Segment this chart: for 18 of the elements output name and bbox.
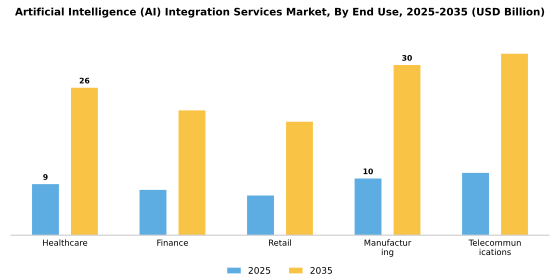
bar xyxy=(32,184,59,236)
chart-title: Artificial Intelligence (AI) Integration Services Market, By End Use, 2025-2035 (USD Billion) xyxy=(15,8,544,18)
bar xyxy=(354,178,382,236)
bar xyxy=(501,54,528,236)
legend-label: 2025 xyxy=(248,267,270,274)
legend-label: 2035 xyxy=(310,267,332,274)
x-tick-label: Telecommun ications xyxy=(468,239,521,256)
bar xyxy=(178,110,206,236)
bar xyxy=(394,65,420,236)
bar xyxy=(140,190,166,236)
x-tick-label: Retail xyxy=(269,239,291,246)
bar xyxy=(71,88,98,236)
bar xyxy=(286,122,313,236)
x-tick-label: Manufactur ing xyxy=(364,239,412,257)
x-tick-label: Healthcare xyxy=(43,239,88,246)
x-tick-label: Finance xyxy=(157,239,188,246)
bar xyxy=(462,172,489,236)
bar xyxy=(247,196,274,236)
